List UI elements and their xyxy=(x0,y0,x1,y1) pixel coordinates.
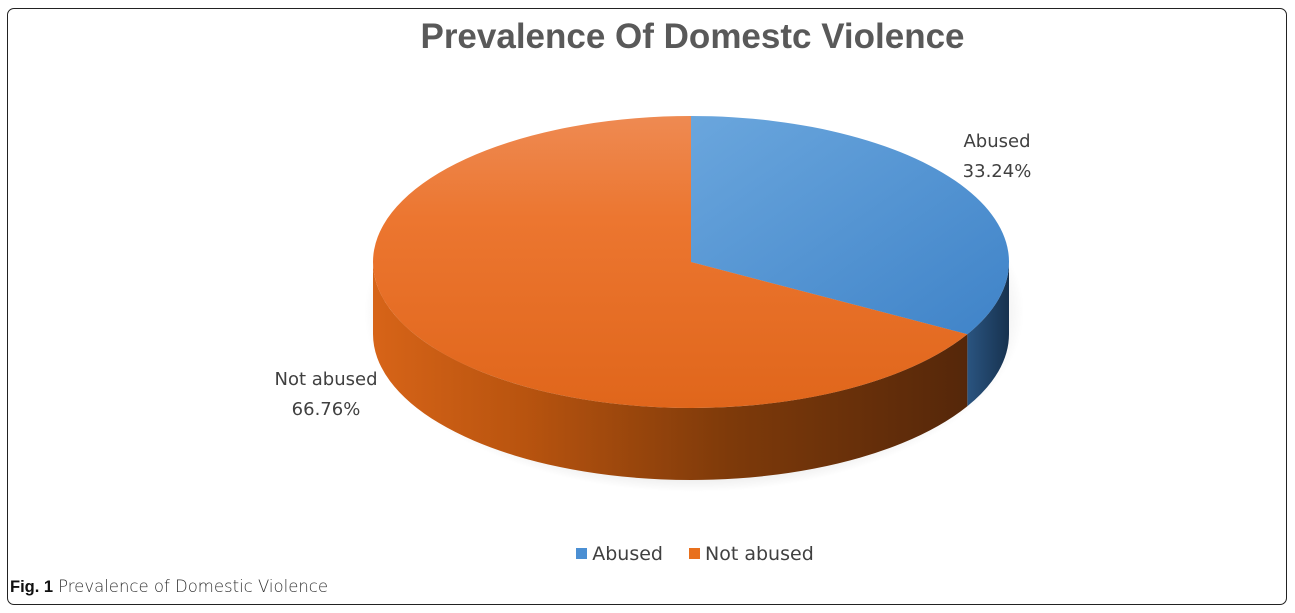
legend-swatch-not-abused xyxy=(689,548,701,559)
slice-label-not-abused-value: 66.76% xyxy=(292,399,361,420)
legend-label-abused: Abused xyxy=(592,543,663,565)
figure-caption: Fig. 1 Prevalence of Domestic Violence xyxy=(10,577,328,597)
slice-label-not-abused-category: Not abused xyxy=(275,369,378,390)
pie-labels-group: Abused 33.24% Not abused 66.76% xyxy=(275,131,1032,420)
pie-side-not-abused xyxy=(373,262,968,480)
chart-legend: Abused Not abused xyxy=(0,543,1295,565)
figure-caption-label: Fig. 1 xyxy=(10,578,54,596)
pie-side-abused xyxy=(967,262,1009,407)
pie-top-group xyxy=(372,116,1009,409)
pie-slice-abused xyxy=(691,116,1009,335)
pie-slice-not-abused xyxy=(372,116,968,409)
chart-title: Prevalence Of Domestc Violence xyxy=(420,17,965,56)
legend-label-not-abused: Not abused xyxy=(705,543,814,565)
legend-item-not-abused: Not abused xyxy=(689,543,814,565)
legend-item-abused: Abused xyxy=(576,543,663,565)
legend-swatch-abused xyxy=(576,548,588,559)
figure-caption-text: Prevalence of Domestic Violence xyxy=(58,577,329,596)
slice-label-abused-value: 33.24% xyxy=(963,161,1032,182)
slice-label-abused-category: Abused xyxy=(963,131,1030,152)
pie-side-group xyxy=(373,262,1009,480)
